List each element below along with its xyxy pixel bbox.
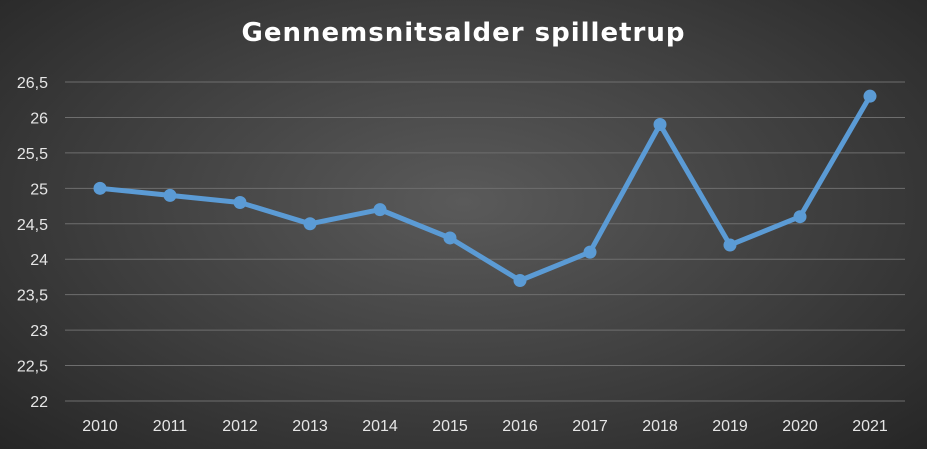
x-tick-label: 2017 <box>572 418 608 435</box>
x-tick-label: 2010 <box>82 418 118 435</box>
x-tick-label: 2015 <box>432 418 468 435</box>
x-axis: 2010 2011 2012 2013 2014 2015 2016 2017 2018 2019… <box>82 418 888 435</box>
chart-title: Gennemsnitsalder spilletrup <box>241 18 686 48</box>
x-tick-label: 2014 <box>362 418 398 435</box>
y-tick-label: 24,5 <box>17 217 48 234</box>
y-tick-label: 22 <box>30 394 48 411</box>
x-tick-label: 2013 <box>292 418 328 435</box>
y-tick-label: 23 <box>30 323 48 340</box>
x-tick-label: 2021 <box>852 418 888 435</box>
y-axis: 22 22,5 23 23,5 24 24,5 25 25,5 26 26,5 <box>17 75 48 411</box>
data-point <box>513 273 527 287</box>
y-tick-label: 26 <box>30 110 48 127</box>
data-point <box>163 188 177 202</box>
x-tick-label: 2019 <box>712 418 748 435</box>
y-tick-label: 25 <box>30 181 48 198</box>
x-tick-label: 2011 <box>153 418 188 435</box>
series-line <box>97 93 873 283</box>
y-tick-label: 23,5 <box>17 288 48 305</box>
y-tick-label: 25,5 <box>17 146 48 163</box>
data-point <box>373 203 387 217</box>
y-tick-label: 22,5 <box>17 359 48 376</box>
data-point <box>93 181 107 195</box>
x-tick-label: 2018 <box>642 418 678 435</box>
x-tick-label: 2020 <box>782 418 818 435</box>
y-tick-label: 26,5 <box>17 75 48 92</box>
data-point <box>443 231 457 245</box>
data-point <box>303 217 317 231</box>
data-point <box>863 89 877 103</box>
x-tick-label: 2016 <box>502 418 538 435</box>
data-point <box>233 196 247 210</box>
data-point <box>583 245 597 259</box>
series <box>93 89 877 287</box>
x-tick-label: 2012 <box>222 418 258 435</box>
data-point <box>653 118 667 132</box>
y-tick-label: 24 <box>30 252 48 269</box>
gridlines <box>65 81 905 402</box>
data-point <box>723 238 737 252</box>
data-point <box>793 210 807 224</box>
